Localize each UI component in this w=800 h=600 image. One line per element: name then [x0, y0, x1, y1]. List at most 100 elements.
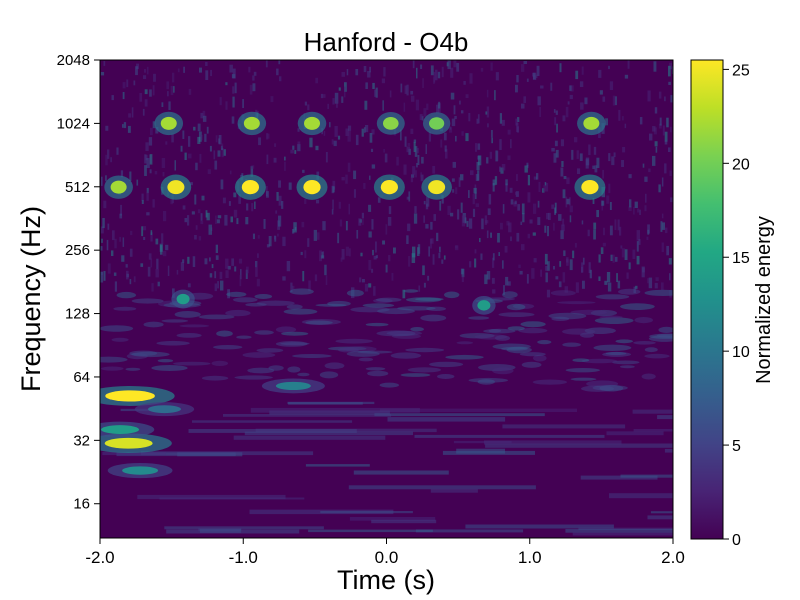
colorbar-tick-label: 10	[732, 344, 750, 361]
texture-blob	[125, 367, 141, 371]
texture-blob	[533, 354, 547, 362]
texture-speck	[546, 213, 549, 220]
texture-speck	[102, 218, 105, 229]
texture-speck	[432, 254, 435, 265]
texture-speck	[231, 116, 235, 124]
texture-speck	[369, 66, 371, 73]
texture-blob	[562, 328, 596, 335]
texture-speck	[426, 196, 430, 207]
texture-speck	[103, 271, 106, 281]
texture-speck	[426, 103, 429, 110]
texture-speck	[152, 199, 155, 208]
texture-blob	[410, 327, 424, 332]
texture-speck	[593, 222, 597, 230]
texture-speck	[441, 259, 444, 264]
texture-speck	[335, 99, 338, 108]
texture-speck	[304, 250, 307, 259]
texture-band	[485, 443, 673, 448]
texture-speck	[668, 147, 671, 152]
texture-blob	[111, 337, 129, 342]
texture-speck	[636, 230, 640, 241]
texture-speck	[329, 122, 331, 128]
texture-blob	[519, 352, 546, 357]
texture-speck	[331, 209, 334, 215]
texture-speck	[602, 169, 604, 179]
texture-speck	[554, 140, 558, 147]
texture-speck	[194, 194, 197, 205]
texture-speck	[322, 94, 326, 98]
texture-speck	[533, 203, 537, 214]
texture-speck	[614, 256, 618, 262]
texture-speck	[129, 279, 132, 285]
texture-speck	[506, 220, 510, 226]
texture-speck	[484, 274, 488, 285]
texture-speck	[246, 266, 249, 274]
texture-speck	[661, 242, 664, 253]
texture-speck	[188, 136, 191, 147]
texture-speck	[274, 235, 277, 242]
texture-speck	[671, 66, 673, 74]
texture-blob	[456, 341, 474, 345]
texture-speck	[447, 60, 451, 70]
texture-speck	[368, 260, 372, 271]
texture-speck	[371, 268, 374, 273]
texture-speck	[527, 175, 530, 186]
texture-speck	[221, 148, 224, 158]
texture-speck	[562, 272, 566, 283]
texture-speck	[268, 236, 272, 247]
texture-speck	[344, 86, 346, 98]
texture-speck	[425, 144, 427, 154]
texture-speck	[562, 189, 566, 199]
texture-band	[415, 529, 524, 533]
texture-speck	[317, 232, 320, 240]
texture-speck	[320, 93, 323, 99]
texture-speck	[368, 204, 372, 212]
texture-band	[453, 440, 512, 444]
texture-speck	[197, 123, 201, 132]
texture-speck	[176, 269, 179, 275]
texture-speck	[499, 113, 502, 124]
texture-speck	[547, 261, 550, 271]
texture-speck	[551, 204, 554, 209]
texture-speck	[661, 213, 664, 219]
texture-speck	[292, 145, 295, 150]
texture-speck	[486, 89, 489, 98]
texture-blob	[397, 306, 436, 311]
texture-speck	[242, 99, 244, 108]
texture-speck	[502, 204, 505, 214]
texture-band	[442, 450, 535, 455]
texture-speck	[274, 143, 277, 147]
texture-speck	[221, 143, 224, 148]
texture-band	[647, 515, 673, 520]
texture-speck	[527, 233, 531, 239]
texture-speck	[345, 221, 348, 231]
texture-speck	[533, 75, 536, 80]
texture-blob	[283, 308, 318, 315]
texture-speck	[474, 249, 477, 254]
texture-speck	[543, 185, 546, 192]
texture-speck	[121, 255, 125, 262]
texture-speck	[100, 226, 104, 234]
texture-speck	[510, 199, 514, 205]
texture-speck	[574, 137, 578, 143]
texture-speck	[626, 272, 629, 279]
texture-speck	[266, 133, 270, 139]
texture-speck	[349, 248, 351, 257]
texture-speck	[209, 145, 212, 152]
texture-speck	[453, 105, 456, 115]
texture-speck	[536, 173, 539, 180]
texture-speck	[558, 281, 562, 288]
texture-speck	[621, 160, 624, 167]
texture-speck	[617, 219, 620, 231]
texture-speck	[575, 70, 579, 80]
texture-speck	[537, 96, 541, 106]
texture-blob	[275, 326, 297, 333]
texture-speck	[146, 212, 150, 216]
texture-speck	[105, 154, 108, 166]
colorbar-label: Normalized energy	[753, 216, 775, 384]
texture-blob	[319, 371, 339, 379]
texture-speck	[542, 188, 545, 193]
texture-band	[223, 414, 392, 417]
texture-speck	[414, 170, 417, 178]
hotspot	[105, 390, 155, 402]
